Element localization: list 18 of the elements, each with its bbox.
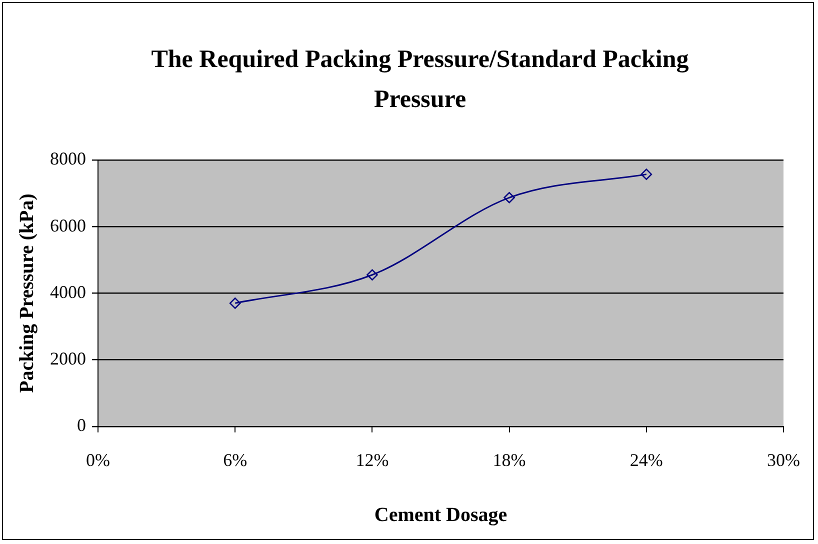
chart-title: The Required Packing Pressure/Standard Packing Pressure (150, 45, 690, 115)
point (366, 269, 378, 281)
x-axis-title: Cement Dosage (374, 504, 508, 526)
x-tick-label: 6% (223, 450, 248, 470)
x-tick-label: 18% (492, 450, 526, 470)
x-tick-label: 30% (767, 450, 800, 470)
y-axis-title: Packing Pressure (kPa) (16, 194, 38, 393)
x-tick-label: 0% (86, 450, 110, 470)
x-tick-label: 12% (356, 450, 389, 470)
point (229, 298, 241, 309)
y-tick-label: 4000 (50, 282, 86, 302)
y-tick-label: 2000 (50, 348, 86, 369)
y-tick-label: 6000 (50, 215, 86, 236)
x-tick-label: 24% (630, 450, 663, 470)
point (504, 192, 515, 204)
point (640, 168, 652, 180)
y-tick-label: 0 (77, 415, 86, 436)
y-tick-label: 8000 (50, 148, 86, 169)
